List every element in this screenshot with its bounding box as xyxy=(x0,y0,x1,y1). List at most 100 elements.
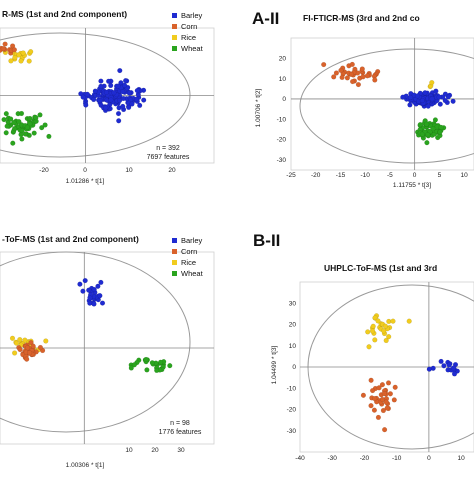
y-tick-label: -10 xyxy=(287,385,297,392)
point-corn xyxy=(380,407,386,414)
point-barley xyxy=(115,83,121,89)
panel-a-ii-title: FI-FTICR-MS (3rd and 2nd co xyxy=(303,13,420,23)
point-wheat xyxy=(430,126,436,132)
panel-b-i-points xyxy=(0,252,214,444)
point-barley xyxy=(99,300,106,306)
point-wheat xyxy=(37,112,43,118)
point-rice xyxy=(406,318,412,324)
x-tick-label: -25 xyxy=(286,172,296,179)
point-corn xyxy=(349,61,355,67)
legend-swatch-rice xyxy=(172,35,177,40)
point-barley xyxy=(80,288,86,294)
x-tick-label: -20 xyxy=(39,167,49,174)
point-barley xyxy=(126,90,132,96)
point-rice xyxy=(8,58,14,64)
legend-swatch-barley xyxy=(172,13,177,18)
point-corn xyxy=(355,82,361,88)
panel-a-ii-plot-area xyxy=(290,37,474,171)
panel-b-i-title: -ToF-MS (1st and 2nd component) xyxy=(2,234,139,244)
point-barley xyxy=(436,94,442,100)
point-corn xyxy=(392,384,398,390)
point-rice xyxy=(372,315,378,321)
legend-swatch-wheat xyxy=(172,271,177,276)
panel-b-i-plot-area xyxy=(0,251,215,445)
point-rice xyxy=(17,337,23,343)
point-wheat xyxy=(4,123,10,129)
point-wheat xyxy=(16,119,22,125)
panel-b-i-legend: Barley Corn Rice Wheat xyxy=(172,236,204,278)
x-tick-label: 0 xyxy=(83,167,87,174)
point-wheat xyxy=(154,367,160,373)
panel-b-ii-points xyxy=(300,282,474,452)
panel-a-i-features-text: 7697 features xyxy=(147,154,190,161)
y-tick-label: 0 xyxy=(282,96,286,103)
point-rice xyxy=(370,323,376,329)
point-barley xyxy=(98,78,104,84)
point-wheat xyxy=(12,126,18,132)
y-tick-label: 20 xyxy=(289,322,297,329)
point-wheat xyxy=(42,122,48,128)
point-rice xyxy=(369,328,376,334)
panel-b-i-features-text: 1776 features xyxy=(159,429,202,436)
point-barley xyxy=(97,97,103,104)
panel-a-i-hotelling-ellipse xyxy=(0,32,191,158)
panel-b-ii-label: B-II xyxy=(253,231,280,250)
point-corn xyxy=(360,74,366,80)
point-rice xyxy=(383,337,389,344)
point-wheat xyxy=(3,111,9,117)
point-rice xyxy=(382,323,388,329)
point-wheat xyxy=(27,121,33,127)
point-barley xyxy=(441,363,447,369)
point-corn xyxy=(30,343,36,349)
point-rice xyxy=(26,58,32,64)
legend-swatch-barley xyxy=(172,238,177,243)
panel-a-ii-y-axis-label: 1.00706 * t[2] xyxy=(255,88,262,127)
point-barley xyxy=(426,366,432,372)
point-corn xyxy=(360,392,366,398)
point-corn xyxy=(0,46,6,52)
point-corn xyxy=(371,407,377,413)
point-barley xyxy=(87,300,93,306)
x-tick-label: 0 xyxy=(427,455,431,462)
point-rice xyxy=(43,338,49,344)
y-tick-label: 0 xyxy=(292,364,296,371)
x-tick-label: -20 xyxy=(311,172,321,179)
point-corn xyxy=(11,47,17,53)
point-wheat xyxy=(3,130,9,136)
panel-b-i: -ToF-MS (1st and 2nd component) Barley C… xyxy=(0,234,215,469)
point-barley xyxy=(120,95,126,102)
point-barley xyxy=(91,286,97,293)
point-barley xyxy=(450,365,456,371)
point-barley xyxy=(98,279,104,285)
point-barley xyxy=(86,287,92,293)
x-tick-label: 20 xyxy=(151,447,159,454)
y-tick-label: 30 xyxy=(289,300,297,307)
point-barley xyxy=(97,293,103,299)
legend-label-corn: Corn xyxy=(181,22,197,31)
point-wheat xyxy=(158,359,164,365)
legend-swatch-corn xyxy=(172,24,177,29)
point-barley xyxy=(123,78,129,84)
point-barley xyxy=(117,97,123,104)
panel-b-ii-plot-area xyxy=(299,281,474,453)
panel-a-i-x-axis-label: 1.01286 * t[1] xyxy=(66,178,105,185)
panel-a-ii-x-axis-label: 1.11755 * t[3] xyxy=(393,182,431,189)
y-tick-label: 20 xyxy=(279,56,287,63)
y-tick-label: -20 xyxy=(277,137,287,144)
point-wheat xyxy=(438,124,444,130)
legend-swatch-wheat xyxy=(172,46,177,51)
point-barley xyxy=(108,97,114,103)
panel-a-ii-frame xyxy=(290,37,474,171)
point-corn xyxy=(339,74,345,80)
point-rice xyxy=(12,350,18,356)
point-barley xyxy=(438,358,444,364)
point-rice xyxy=(9,335,16,341)
point-corn xyxy=(368,377,374,383)
point-wheat xyxy=(24,124,30,130)
point-corn xyxy=(376,385,382,391)
panel-a-i-n-text: n = 392 xyxy=(156,145,180,152)
point-rice xyxy=(366,344,372,350)
point-barley xyxy=(414,93,421,99)
panel-b-i-ticks: 10 20 30 xyxy=(125,447,185,454)
point-rice xyxy=(365,329,371,335)
